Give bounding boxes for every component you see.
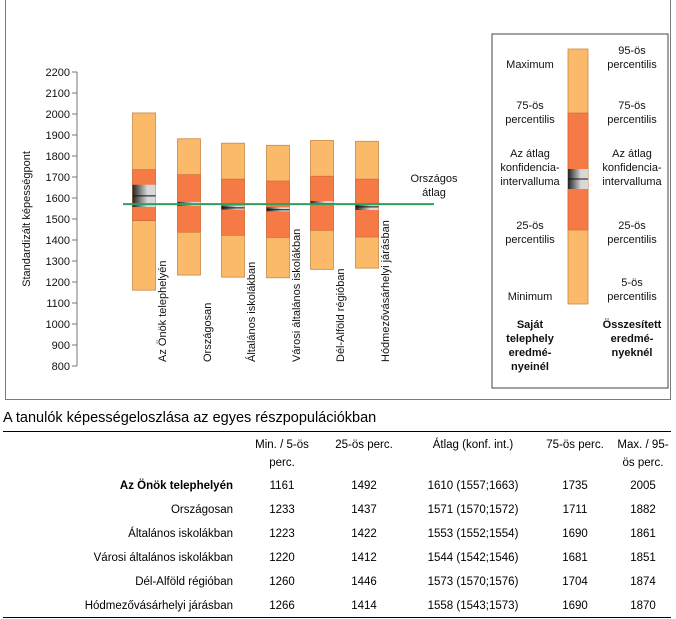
y-tick-label: 1000 [46, 319, 70, 331]
table-bottom-rule [3, 617, 671, 618]
cell-mean: 1573 (1570;1576) [427, 576, 519, 588]
cell-mean: 1610 (1557;1663) [427, 480, 519, 492]
legend-caption-left: Saját telephely eredmé-nyeinél [506, 319, 555, 373]
cell-max: 2005 [630, 480, 656, 492]
table-row: Általános iskolákban 1223 1422 1553 (155… [3, 522, 671, 546]
y-tick-label: 900 [52, 340, 70, 352]
legend-left-label: 25-ös percentilis [505, 220, 555, 246]
cell-p75: 1735 [562, 480, 588, 492]
y-tick-label: 2100 [46, 88, 70, 100]
y-tick-label: 2200 [46, 67, 70, 79]
legend-left-label: Az átlag konfidencia-intervalluma [500, 148, 560, 188]
cell-p75: 1704 [562, 576, 588, 588]
cell-max: 1874 [630, 576, 656, 588]
chart-frame: 800 900 1000 1100 1200 1300 1400 1500 1600 1700 18… [5, 0, 671, 400]
table-row: Dél-Alföld régióban 1260 1446 1573 (1570… [3, 570, 671, 594]
y-tick-label: 2000 [46, 109, 70, 121]
legend-left-label: 75-ös percentilis [505, 100, 555, 126]
category-label: Az Önök telephelyén [157, 260, 169, 362]
cell-max: 1882 [630, 504, 656, 516]
category-label: Dél-Alföld régióban [335, 268, 347, 362]
cell-max: 1870 [630, 600, 656, 612]
y-tick-label: 1700 [46, 172, 70, 184]
cell-p75: 1681 [562, 552, 588, 564]
cell-p75: 1711 [562, 504, 588, 516]
cell-p25: 1422 [351, 528, 377, 540]
y-tick-label: 1400 [46, 235, 70, 247]
legend-right-label: Az átlag konfidencia-intervalluma [602, 148, 662, 188]
row-label: Dél-Alföld régióban [135, 576, 233, 588]
row-label: Az Önök telephelyén [119, 480, 233, 492]
legend-left-label: Maximum [506, 59, 554, 71]
cell-min: 1233 [269, 504, 295, 516]
cell-max: 1851 [630, 552, 656, 564]
table-header-min: Min. / 5-ös perc. [255, 439, 309, 469]
table-row: Városi általános iskolákban 1220 1412 15… [3, 546, 671, 570]
cell-p75: 1690 [562, 528, 588, 540]
row-label: Országosan [170, 504, 233, 516]
y-tick-label: 1100 [46, 298, 70, 310]
y-tick-label: 1300 [46, 256, 70, 268]
reference-line-label: Országos [410, 173, 458, 185]
table-header-empty [3, 434, 247, 474]
cell-min: 1260 [269, 576, 295, 588]
category-label: Országosan [202, 303, 214, 362]
cell-min: 1223 [269, 528, 295, 540]
table-header-max: Max. / 95-ös perc. [617, 439, 669, 469]
category-label: Hódmezővásárhelyi járásban [380, 220, 392, 362]
legend-caption-right: Összesített eredmé-nyeknél [603, 318, 662, 359]
y-tick-label: 1200 [46, 277, 70, 289]
y-tick-label: 1600 [46, 193, 70, 205]
row-label: Általános iskolákban [128, 528, 233, 540]
legend-right-label: 75-ös percentilis [607, 100, 657, 126]
table-header-mean: Átlag (konf. int.) [432, 439, 514, 451]
cell-min: 1266 [269, 600, 295, 612]
cell-p25: 1412 [351, 552, 377, 564]
cell-mean: 1553 (1552;1554) [427, 528, 519, 540]
cell-mean: 1544 (1542;1546) [427, 552, 519, 564]
cell-max: 1861 [630, 528, 656, 540]
table-row: Hódmezővásárhelyi járásban 1266 1414 155… [3, 594, 671, 618]
legend-right-label: 95-ös percentilis [607, 45, 657, 71]
table-top-rule [3, 431, 671, 432]
y-axis-title: Standardizált képességpont [21, 151, 33, 287]
y-tick-label: 1800 [46, 151, 70, 163]
row-label: Hódmezővásárhelyi járásban [84, 600, 233, 612]
y-tick-label: 1500 [46, 214, 70, 226]
legend-right-label: 5-ös percentilis [607, 277, 657, 303]
cell-mean: 1571 (1570;1572) [427, 504, 519, 516]
table-row: Az Önök telephelyén 1161 1492 1610 (1557… [3, 474, 671, 498]
y-tick-label: 1900 [46, 130, 70, 142]
cell-p25: 1492 [351, 480, 377, 492]
table-header-p25: 25-ös perc. [335, 439, 393, 451]
reference-line-label: átlag [422, 187, 446, 199]
cell-p25: 1446 [351, 576, 377, 588]
box-chart: 800 900 1000 1100 1200 1300 1400 1500 1600 1700 18… [21, 33, 669, 389]
legend-left-label: Minimum [508, 291, 553, 303]
cell-min: 1220 [269, 552, 295, 564]
stats-table: Min. / 5-ös perc. 25-ös perc. Átlag (kon… [3, 434, 671, 618]
row-label: Városi általános iskolákban [93, 552, 233, 564]
confidence-interval [310, 201, 334, 206]
cell-min: 1161 [269, 480, 295, 492]
y-tick-label: 800 [52, 361, 70, 373]
cell-p25: 1437 [351, 504, 377, 516]
cell-p75: 1690 [562, 600, 588, 612]
legend-right-label: 25-ös percentilis [607, 220, 657, 246]
table-row: Országosan 1233 1437 1571 (1570;1572) 17… [3, 498, 671, 522]
table-header-row: Min. / 5-ös perc. 25-ös perc. Átlag (kon… [3, 434, 671, 474]
category-label: Városi általános iskolákban [291, 229, 303, 362]
table-caption: A tanulók képességeloszlása az egyes rés… [3, 410, 377, 426]
cell-mean: 1558 (1543;1573) [427, 600, 519, 612]
category-label: Általános iskolákban [245, 262, 258, 362]
table-header-p75: 75-ös perc. [546, 439, 604, 451]
cell-p25: 1414 [351, 600, 377, 612]
